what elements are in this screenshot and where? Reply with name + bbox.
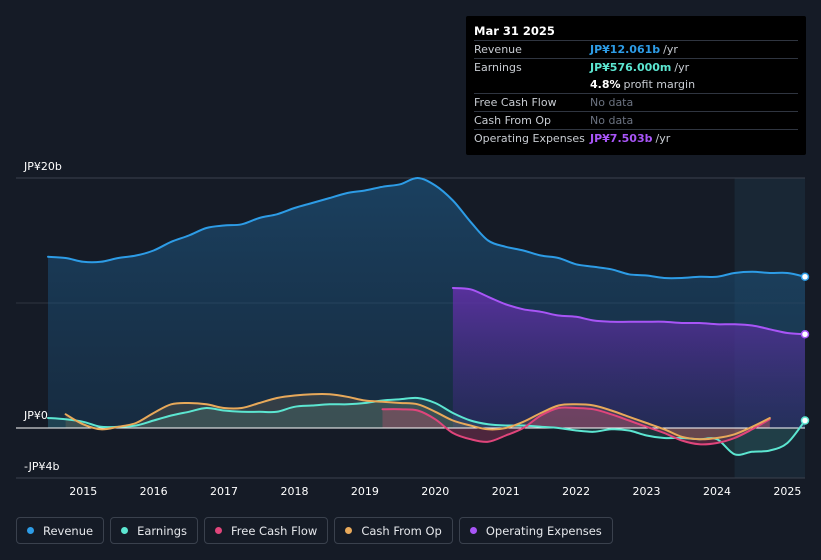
- chart: JP¥20b JP¥0 -JP¥4b 2015 2016 2017 2018 2019 202…: [16, 160, 810, 498]
- tooltip-row-label: Earnings: [474, 61, 522, 74]
- x-tick-label: 2017: [210, 485, 238, 498]
- legend-dot-icon: [345, 527, 353, 534]
- legend-label: Cash From Op: [361, 523, 442, 538]
- tooltip-row: 4.8% profit margin: [474, 76, 798, 93]
- tooltip-row-label: [474, 76, 590, 93]
- tooltip-row-unit: /yr: [663, 43, 678, 56]
- x-tick-label: 2022: [562, 485, 590, 498]
- tooltip-row-unit: profit margin: [623, 78, 696, 91]
- earnings-line[interactable]: [47, 396, 806, 456]
- tooltip-row-unit: /yr: [674, 61, 690, 74]
- tooltip-row-value: JP¥12.061b: [590, 43, 661, 56]
- x-tick-label: 2020: [421, 485, 449, 498]
- tooltip-row-value: JP¥7.503b: [590, 132, 653, 145]
- x-tick-label: 2018: [280, 485, 308, 498]
- x-tick-label: 2015: [69, 485, 97, 498]
- tooltip-row: Revenue JP¥12.061b/yr: [474, 40, 798, 58]
- cash-from-op-line[interactable]: [64, 393, 771, 441]
- legend-dot-icon: [469, 527, 477, 534]
- legend-label: Free Cash Flow: [231, 523, 318, 538]
- tooltip-row-value: JP¥576.000m: [590, 61, 672, 74]
- tooltip-row-label: Revenue: [474, 43, 522, 56]
- y-tick-label: JP¥0: [23, 409, 48, 422]
- x-tick-label: 2016: [140, 485, 168, 498]
- legend-label: Earnings: [137, 523, 187, 538]
- tooltip-row-label: Cash From Op: [474, 114, 552, 127]
- tooltip-row: Earnings JP¥576.000m/yr: [474, 58, 798, 76]
- legend-item-earnings[interactable]: Earnings: [110, 517, 198, 544]
- operating-expenses-endpoint: [800, 330, 810, 339]
- tooltip-row-unit: /yr: [655, 132, 671, 145]
- legend-dot-icon: [215, 527, 222, 534]
- free-cash-flow-area: [382, 407, 770, 445]
- tooltip-date: Mar 31 2025: [474, 24, 555, 38]
- legend-item-cash-from-op[interactable]: Cash From Op: [334, 517, 453, 544]
- x-tick-label: 2025: [773, 485, 801, 498]
- revenue-line[interactable]: [47, 176, 806, 280]
- legend-label: Revenue: [43, 523, 94, 538]
- legend-item-operating-expenses[interactable]: Operating Expenses: [458, 517, 613, 544]
- legend-dot-icon: [121, 527, 129, 534]
- tooltip-row-value: No data: [590, 96, 634, 109]
- x-tick-label: 2021: [492, 485, 520, 498]
- x-tick-label: 2023: [633, 485, 661, 498]
- tooltip-row-value: No data: [590, 114, 634, 127]
- x-tick-label: 2019: [351, 485, 379, 498]
- free-cash-flow-line[interactable]: [381, 406, 771, 446]
- operating-expenses-area: [452, 288, 805, 428]
- tooltip-row: Free Cash Flow No data: [474, 93, 798, 111]
- tooltip-panel: Mar 31 2025 Revenue JP¥12.061b/yr Earnings…: [466, 16, 806, 155]
- y-tick-label: -JP¥4b: [24, 460, 59, 473]
- x-tick-label: 2024: [703, 485, 731, 498]
- tooltip-row-value: 4.8%: [590, 78, 621, 91]
- tooltip-row: Operating Expenses JP¥7.503b/yr: [474, 129, 798, 147]
- tooltip-row: Cash From Op No data: [474, 111, 798, 129]
- operating-expenses-line[interactable]: [451, 287, 806, 336]
- tooltip-row-label: Free Cash Flow: [474, 96, 557, 109]
- legend: Revenue Earnings Free Cash Flow Cash From O…: [16, 517, 613, 546]
- y-tick-label: JP¥20b: [23, 160, 62, 173]
- tooltip-row-label: Operating Expenses: [474, 132, 585, 145]
- legend-item-free-cash-flow[interactable]: Free Cash Flow: [204, 517, 329, 544]
- legend-item-revenue[interactable]: Revenue: [16, 517, 105, 544]
- revenue-endpoint: [800, 272, 810, 281]
- legend-label: Operating Expenses: [485, 523, 602, 538]
- legend-dot-icon: [27, 527, 34, 534]
- earnings-endpoint: [800, 416, 810, 425]
